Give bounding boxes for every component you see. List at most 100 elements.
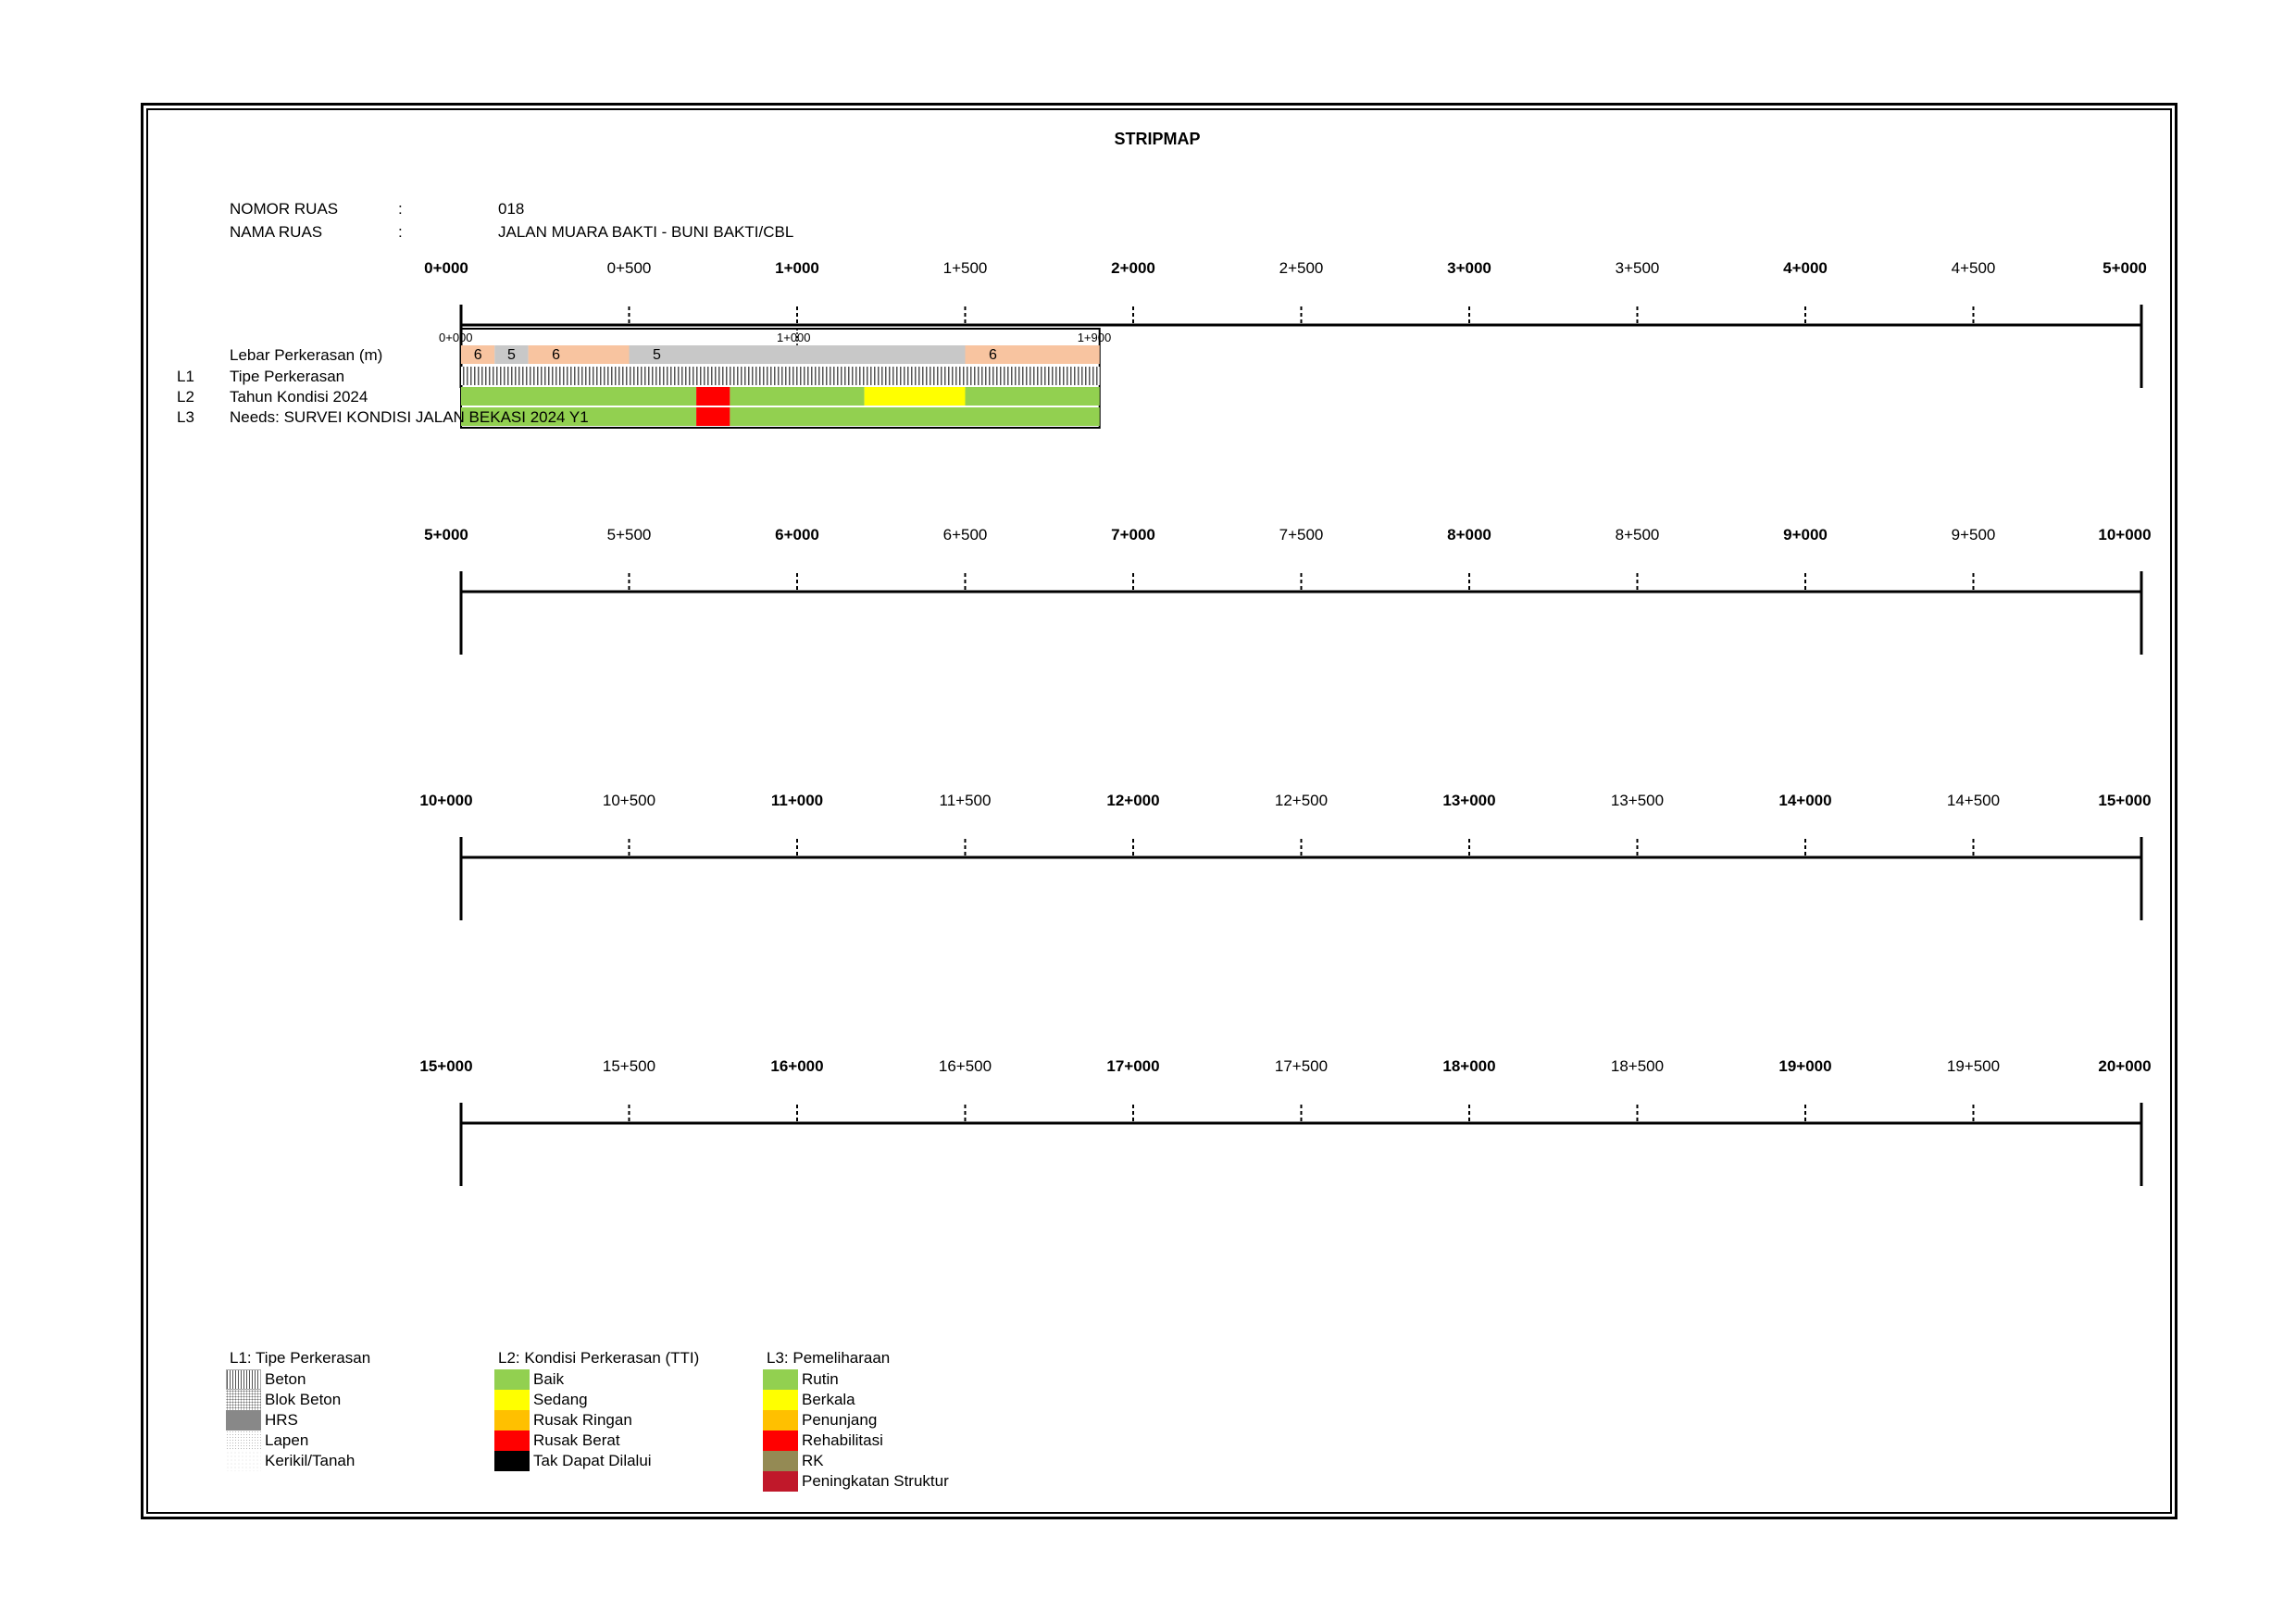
legend-label: HRS [265,1411,298,1429]
l3-segment [696,407,730,426]
strip-tick-label: 5+000 [424,526,468,543]
nomor-ruas-colon: : [398,200,403,218]
legend-label: Rehabilitasi [802,1431,883,1449]
strip-tick-label: 10+000 [419,792,472,809]
legend-swatch [763,1430,798,1451]
strip-tick-label: 2+500 [1279,259,1324,277]
strip-tick-label: 10+500 [603,792,655,809]
row-label-l3-code: L3 [177,408,194,426]
legend-label: Peningkatan Struktur [802,1472,949,1490]
segment-mark-label: 1+000 [777,331,811,344]
strip-tick-label: 9+500 [1952,526,1996,543]
legend-label: Penunjang [802,1411,878,1429]
nama-ruas-label: NAMA RUAS [230,223,323,241]
lebar-segment [461,345,495,364]
strip-tick-label: 6+000 [775,526,819,543]
strip-tick-label: 3+500 [1616,259,1660,277]
legend-swatch [226,1390,261,1410]
strip-tick-label: 16+500 [939,1057,992,1075]
row-label-l3: Needs: SURVEI KONDISI JALAN BEKASI 2024 … [230,408,589,426]
strip-tick-label: 7+500 [1279,526,1324,543]
legend-l2-title: L2: Kondisi Perkerasan (TTI) [498,1349,700,1367]
strip-tick-label: 18+000 [1442,1057,1495,1075]
legend-swatch [494,1410,530,1430]
legend-label: Kerikil/Tanah [265,1452,356,1469]
legend-swatch [226,1430,261,1451]
legend-swatch [763,1451,798,1471]
legend-swatch [494,1390,530,1410]
strip-tick-label: 15+500 [603,1057,655,1075]
legend-label: Baik [533,1370,565,1388]
nomor-ruas-value: 018 [498,200,525,218]
legend-label: Rusak Berat [533,1431,620,1449]
legend-swatch [763,1410,798,1430]
legend-label: Rusak Ringan [533,1411,632,1429]
legend-label: Beton [265,1370,306,1388]
l2-segment [461,387,697,406]
l2-segment [730,387,865,406]
strip-tick-label: 5+000 [2103,259,2147,277]
row-label-lebar: Lebar Perkerasan (m) [230,346,382,364]
strip-tick-label: 19+500 [1947,1057,2000,1075]
strip-tick-label: 4+000 [1783,259,1828,277]
legend-label: Sedang [533,1391,588,1408]
strip-tick-label: 20+000 [2098,1057,2151,1075]
strip-tick-label: 15+000 [419,1057,472,1075]
page-frame-outer [141,103,2177,1519]
legend-swatch [763,1471,798,1492]
strip-tick-label: 19+000 [1778,1057,1831,1075]
legend-swatch [763,1369,798,1390]
page-title: STRIPMAP [1114,130,1201,148]
legend-label: Lapen [265,1431,309,1449]
legend-swatch [226,1410,261,1430]
lebar-value: 6 [552,347,560,363]
lebar-value: 6 [989,347,997,363]
strip-tick-label: 18+500 [1611,1057,1664,1075]
strip-tick-label: 10+000 [2098,526,2151,543]
strip-tick-label: 1+000 [775,259,819,277]
segment-mark-label: 0+000 [439,331,473,344]
strip-1: 5+000 5+500 6+000 6+500 7+000 7+500 8+000 8+500… [424,526,2152,655]
lebar-segment [494,345,529,364]
strip-tick-label: 16+000 [770,1057,823,1075]
strip-tick-label: 12+000 [1106,792,1159,809]
lebar-value: 6 [474,347,482,363]
strip-tick-label: 7+000 [1111,526,1155,543]
legend-swatch [226,1369,261,1390]
nama-ruas-value: JALAN MUARA BAKTI - BUNI BAKTI/CBL [498,223,794,241]
row-label-l1: Tipe Perkerasan [230,368,344,385]
strip-tick-label: 9+000 [1783,526,1828,543]
lebar-segment [965,345,1100,364]
strip-tick-label: 4+500 [1952,259,1996,277]
strip-tick-label: 0+000 [424,259,468,277]
strip-tick-label: 17+000 [1106,1057,1159,1075]
strip-tick-label: 11+500 [940,792,992,809]
l3-segment [730,407,1100,426]
legend-label: Rutin [802,1370,839,1388]
legend-l3-title: L3: Pemeliharaan [767,1349,891,1367]
l1-segment-beton [461,367,1100,385]
strip-tick-label: 1+500 [943,259,988,277]
strip-tick-label: 13+000 [1442,792,1495,809]
legend-swatch [226,1451,261,1471]
row-label-l2-code: L2 [177,388,194,406]
strip-tick-label: 6+500 [943,526,988,543]
legend-swatch [763,1390,798,1410]
strip-tick-label: 14+000 [1778,792,1831,809]
legend-l1-title: L1: Tipe Perkerasan [230,1349,371,1367]
lebar-segment [528,345,630,364]
strip-tick-label: 11+000 [771,792,823,809]
nomor-ruas-label: NOMOR RUAS [230,200,339,218]
l3-segment [461,407,697,426]
strip-tick-label: 17+500 [1275,1057,1328,1075]
road-segment-rows: 0+000 1+000 1+900 6 5 6 5 6 Lebar Perkerasan (m)… [177,328,1112,429]
legend-label: Berkala [802,1391,855,1408]
nama-ruas-colon: : [398,223,403,241]
legend-swatch [494,1369,530,1390]
legend-swatch [494,1430,530,1451]
legend-label: Tak Dapat Dilalui [533,1452,652,1469]
segment-mark-label: 1+900 [1078,331,1112,344]
legend-label: RK [802,1452,824,1469]
strip-2: 10+000 10+500 11+000 11+500 12+000 12+500 13+0… [419,792,2152,920]
